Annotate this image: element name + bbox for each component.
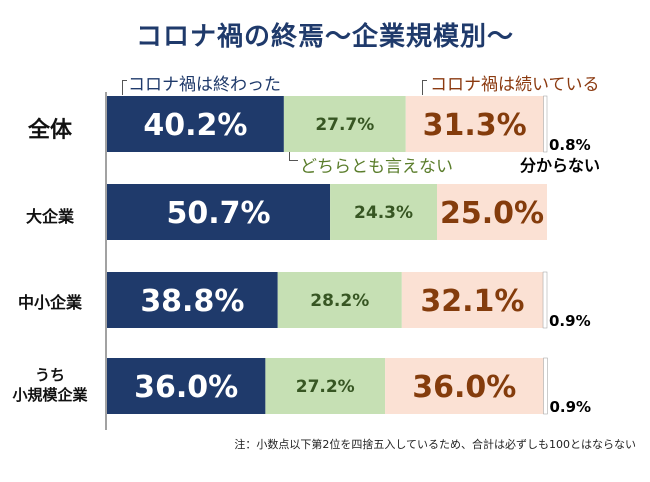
- bar-no-3: [385, 358, 544, 414]
- data-label-unsure-2: 28.2%: [310, 291, 369, 311]
- data-label-no-2: 32.1%: [420, 284, 524, 319]
- bar-no-0: [405, 96, 544, 152]
- data-label-unknown-0: 0.8%: [549, 136, 591, 154]
- bar-yes-0: [107, 96, 284, 152]
- legend-bracket-unsure: [289, 146, 298, 161]
- bar-unknown-0: [543, 95, 548, 153]
- data-label-no-1: 25.0%: [440, 196, 544, 231]
- data-label-yes-1: 50.7%: [167, 196, 271, 231]
- data-label-yes-3: 36.0%: [134, 370, 238, 405]
- row-label-all: 全体: [27, 118, 72, 143]
- data-label-unsure-1: 24.3%: [354, 203, 413, 223]
- data-label-no-3: 36.0%: [412, 370, 516, 405]
- bar-unsure-0: [283, 96, 406, 152]
- data-label-unsure-3: 27.2%: [296, 377, 355, 397]
- legend-bracket-no: [422, 80, 427, 95]
- chart-title: コロナ禍の終焉～企業規模別～: [135, 22, 514, 52]
- data-label-unknown-3: 0.9%: [549, 398, 591, 416]
- bar-no-2: [401, 272, 544, 328]
- footnote: 注：小数点以下第2位を四捨五入しているため、合計は必ずしも100とはならない: [234, 438, 636, 451]
- bar-unsure-1: [330, 184, 437, 240]
- bar-yes-1: [107, 184, 331, 240]
- bar-no-1: [437, 184, 547, 240]
- legend-yes-label: コロナ禍は終わった: [128, 75, 281, 95]
- row-label-small: うち 小規模企業: [12, 366, 88, 404]
- bar-unknown-2: [542, 271, 548, 329]
- legend-unsure-label: どちらとも言えない: [300, 157, 453, 177]
- data-label-unsure-0: 27.7%: [315, 115, 374, 135]
- bar-unsure-2: [277, 272, 402, 328]
- legend-no-label: コロナ禍は続いている: [430, 75, 600, 95]
- bar-yes-2: [107, 272, 278, 328]
- data-label-yes-2: 38.8%: [140, 284, 244, 319]
- legend-unknown-label: 分からない: [520, 156, 601, 175]
- legend-bracket-yes: [122, 80, 127, 95]
- row-label-large: 大企業: [25, 207, 74, 226]
- data-label-yes-0: 40.2%: [143, 108, 247, 143]
- data-label-no-0: 31.3%: [423, 108, 527, 143]
- data-label-unknown-2: 0.9%: [549, 312, 591, 330]
- bar-unknown-3: [543, 357, 548, 415]
- bar-yes-3: [107, 358, 266, 414]
- row-label-sme: 中小企業: [17, 293, 82, 312]
- bar-unsure-3: [265, 358, 386, 414]
